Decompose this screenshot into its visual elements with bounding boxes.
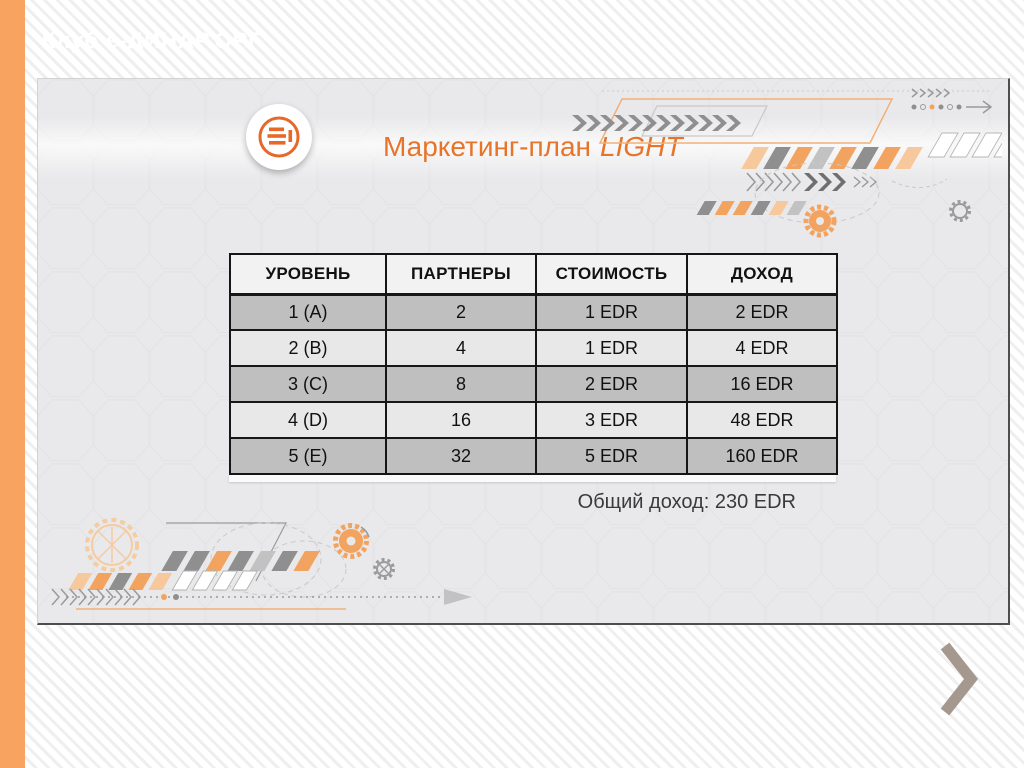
- table-cell: 16: [385, 401, 537, 439]
- table-cell: 2 EDR: [686, 293, 838, 331]
- table-cell: 5 (E): [229, 437, 387, 475]
- logo-badge: [246, 104, 312, 170]
- table-base-strip: [229, 475, 836, 482]
- table-row: 4 (D) 16 3 EDR 48 EDR: [229, 401, 838, 439]
- column-header: ДОХОД: [686, 253, 838, 296]
- table-cell: 160 EDR: [686, 437, 838, 475]
- total-income-label: Общий доход: 230 EDR: [577, 491, 796, 513]
- chevron-right-icon: [940, 642, 979, 716]
- table-cell: 4: [385, 329, 537, 367]
- table-cell: 3 (C): [229, 365, 387, 403]
- slide-title-main: Маркетинг-план: [383, 131, 591, 162]
- column-header: СТОИМОСТЬ: [535, 253, 688, 296]
- table-cell: 32: [385, 437, 537, 475]
- slide-title: Маркетинг-план LIGHT: [383, 125, 682, 169]
- table-cell: 16 EDR: [686, 365, 838, 403]
- table-cell: 2: [385, 293, 537, 331]
- next-slide-button[interactable]: [938, 640, 982, 718]
- table-row: 5 (E) 32 5 EDR 160 EDR: [229, 437, 838, 475]
- table-cell: 8: [385, 365, 537, 403]
- table-cell: 3 EDR: [535, 401, 688, 439]
- column-header: ПАРТНЕРЫ: [385, 253, 537, 296]
- e-dinar-logo-icon: [258, 116, 300, 158]
- column-header: УРОВЕНЬ: [229, 253, 387, 296]
- table-cell: 4 EDR: [686, 329, 838, 367]
- table-cell: 1 EDR: [535, 329, 688, 367]
- table-row: 2 (B) 4 1 EDR 4 EDR: [229, 329, 838, 367]
- table-row: 3 (C) 8 2 EDR 16 EDR: [229, 365, 838, 403]
- marketing-table: УРОВЕНЬ ПАРТНЕРЫ СТОИМОСТЬ ДОХОД 1 (A) 2 1 EDR…: [229, 253, 838, 475]
- marketing-table-zone: УРОВЕНЬ ПАРТНЕРЫ СТОИМОСТЬ ДОХОД 1 (A) 2 1 EDR…: [229, 253, 838, 514]
- table-cell: 2 (B): [229, 329, 387, 367]
- table-cell: 48 EDR: [686, 401, 838, 439]
- table-cell: 5 EDR: [535, 437, 688, 475]
- left-accent-bar: [0, 0, 25, 768]
- table-cell: 2 EDR: [535, 365, 688, 403]
- table-row: 1 (A) 2 1 EDR 2 EDR: [229, 293, 838, 331]
- page-title: Клуб е-ДИНАР.ОРГ: [42, 28, 262, 53]
- slide-title-emphasis: LIGHT: [600, 131, 683, 162]
- table-cell: 4 (D): [229, 401, 387, 439]
- table-cell: 1 EDR: [535, 293, 688, 331]
- table-cell: 1 (A): [229, 293, 387, 331]
- slide-card: Маркетинг-план LIGHT: [37, 78, 1010, 625]
